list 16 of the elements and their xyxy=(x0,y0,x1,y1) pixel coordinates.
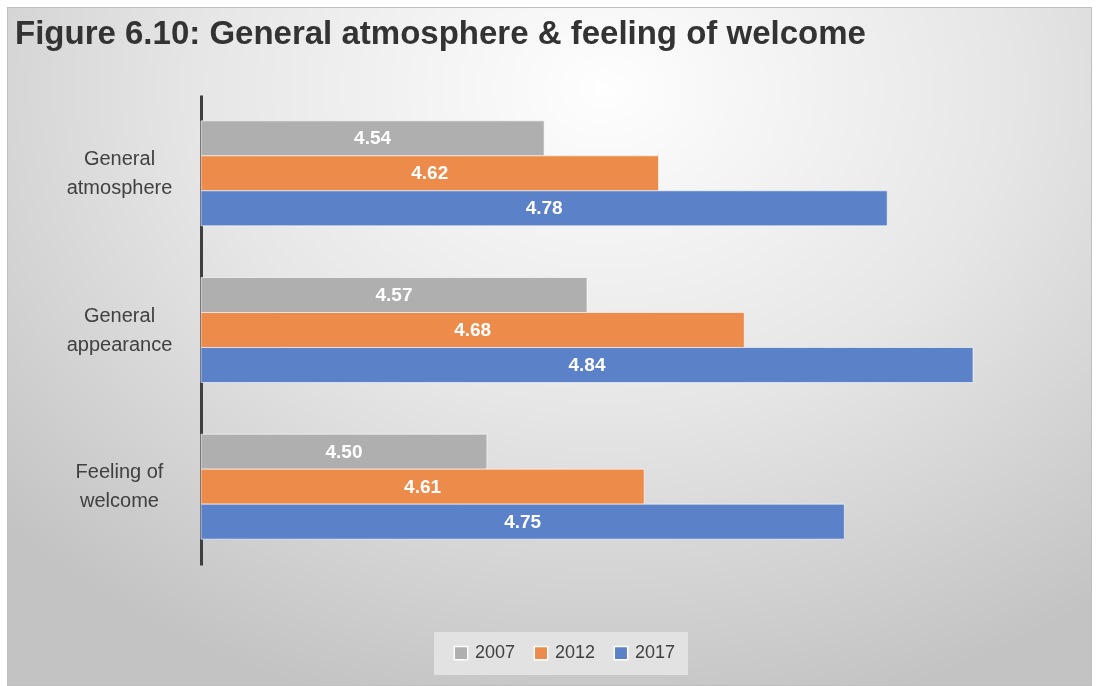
chart-title: Figure 6.10: General atmosphere & feeling of welcome xyxy=(15,14,866,51)
y-tick-label: General appearance xyxy=(66,303,173,355)
data-label: 4.57 xyxy=(375,284,413,306)
data-label: 4.84 xyxy=(568,353,606,375)
legend-label: 2012 xyxy=(555,642,596,663)
data-label: 4.61 xyxy=(404,475,442,497)
data-label: 4.68 xyxy=(454,319,492,340)
legend-label: 2007 xyxy=(475,642,516,663)
data-label: 4.54 xyxy=(354,127,392,149)
data-label: 4.50 xyxy=(325,440,363,462)
data-label: 4.78 xyxy=(525,197,563,219)
legend-label: 2017 xyxy=(635,642,676,663)
y-tick-label: General atmosphere xyxy=(66,146,173,198)
data-label: 4.75 xyxy=(504,510,542,532)
y-tick-label: Feeling of welcome xyxy=(75,460,164,512)
data-label: 4.62 xyxy=(411,162,449,184)
